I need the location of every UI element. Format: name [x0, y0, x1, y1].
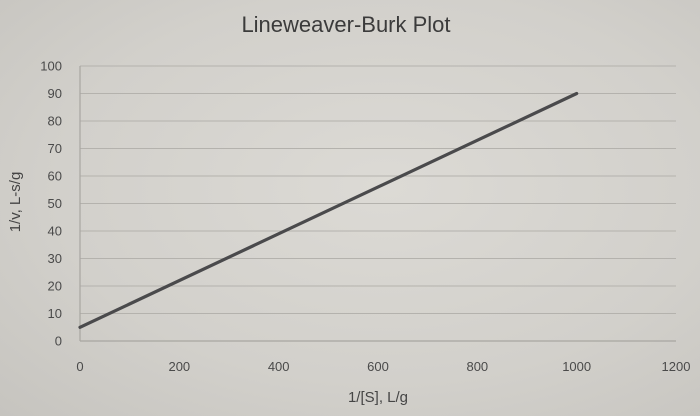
axes: [79, 66, 676, 342]
x-tick-label: 0: [76, 359, 83, 374]
y-tick-label: 0: [55, 334, 62, 349]
x-tick-label: 1000: [562, 359, 591, 374]
y-tick-label: 10: [48, 306, 62, 321]
x-tick-label: 400: [268, 359, 290, 374]
y-tick-label: 40: [48, 224, 62, 239]
x-tick-label: 1200: [662, 359, 691, 374]
series-line: [78, 91, 579, 329]
series-group: [78, 91, 579, 329]
y-tick-label: 60: [48, 169, 62, 184]
y-tick-label: 50: [48, 196, 62, 211]
y-axis-label: 1/v, L-s/g: [7, 172, 24, 233]
y-tick-label: 30: [48, 251, 62, 266]
chart-title: Lineweaver-Burk Plot: [241, 12, 450, 37]
y-tick-label: 80: [48, 114, 62, 129]
y-tick-label: 20: [48, 279, 62, 294]
x-tick-label: 200: [168, 359, 190, 374]
x-tick-label: 800: [466, 359, 488, 374]
x-tick-label: 600: [367, 359, 389, 374]
y-tick-label: 70: [48, 141, 62, 156]
y-tick-label: 100: [40, 59, 62, 74]
gridlines: [80, 65, 676, 314]
y-tick-label: 90: [48, 86, 62, 101]
x-axis-label: 1/[S], L/g: [348, 389, 408, 406]
